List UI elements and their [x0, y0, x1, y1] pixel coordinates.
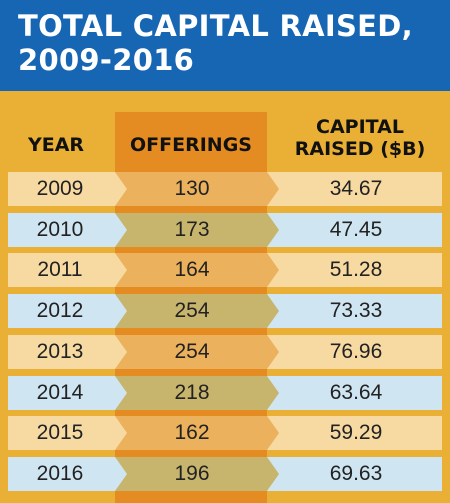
year-cell: 2014: [36, 381, 84, 404]
offerings-cell-2014: [115, 376, 279, 410]
page-title: TOTAL CAPITAL RAISED, 2009-2016: [18, 9, 413, 77]
capital-value: 76.96: [329, 340, 383, 363]
offerings-value: 130: [174, 177, 210, 200]
year-cell: 2015: [36, 421, 84, 444]
offerings-cell-2011: [115, 253, 279, 287]
capital-value: 63.64: [329, 381, 383, 404]
capital-value: 34.67: [329, 177, 383, 200]
offerings-value: 164: [174, 258, 210, 281]
year-cell: 2011: [37, 258, 83, 281]
capital-value: 59.29: [329, 421, 383, 444]
year-cell: 2012: [36, 299, 84, 322]
offerings-value: 196: [174, 462, 210, 485]
offerings-cell-2016: [115, 457, 279, 491]
year-cell: 2013: [36, 340, 84, 363]
offerings-value: 254: [174, 299, 210, 322]
capital-value: 73.33: [329, 299, 383, 322]
year-cell: 2009: [36, 177, 84, 200]
offerings-value: 218: [174, 381, 210, 404]
capital-value: 69.63: [329, 462, 383, 485]
offerings-value: 173: [174, 218, 210, 241]
header-year: YEAR: [27, 134, 85, 156]
offerings-cell-2009: [115, 172, 279, 206]
offerings-cell-2015: [115, 416, 279, 450]
offerings-value: 254: [174, 340, 210, 363]
offerings-cell-2013: [115, 335, 279, 369]
capital-value: 47.45: [329, 218, 383, 241]
header-offerings: OFFERINGS: [130, 134, 252, 156]
capital-value: 51.28: [329, 258, 383, 281]
year-cell: 2010: [36, 218, 84, 241]
header-capital-raised: CAPITAL RAISED ($B): [294, 116, 426, 160]
offerings-cell-2010: [115, 213, 279, 247]
year-cell: 2016: [36, 462, 84, 485]
title-band: TOTAL CAPITAL RAISED, 2009-2016: [0, 0, 450, 91]
offerings-value: 162: [174, 421, 210, 444]
offerings-cell-2012: [115, 294, 279, 328]
